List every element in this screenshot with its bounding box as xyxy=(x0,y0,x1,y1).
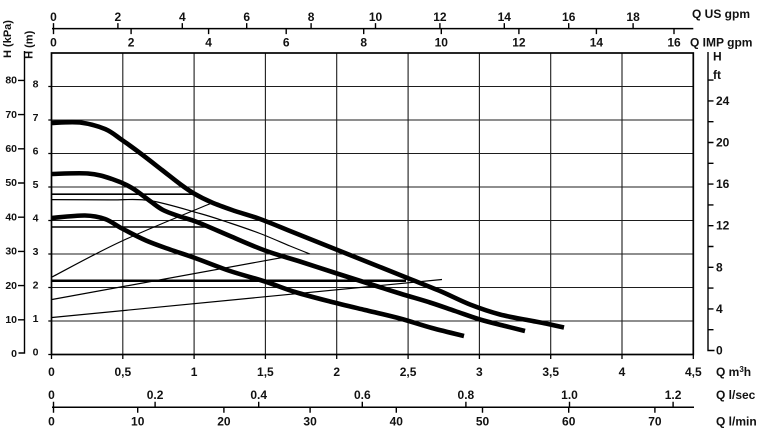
svg-text:4: 4 xyxy=(33,213,39,225)
svg-text:10: 10 xyxy=(369,10,383,24)
svg-text:12: 12 xyxy=(512,36,526,50)
svg-text:Q l/min: Q l/min xyxy=(716,414,757,428)
svg-text:30: 30 xyxy=(5,246,17,258)
svg-text:40: 40 xyxy=(390,414,404,428)
svg-text:2: 2 xyxy=(333,365,340,379)
svg-text:10: 10 xyxy=(435,36,449,50)
svg-text:1.2: 1.2 xyxy=(665,388,682,402)
svg-text:0: 0 xyxy=(50,10,57,24)
svg-text:1: 1 xyxy=(191,365,198,379)
svg-text:10: 10 xyxy=(5,314,17,326)
svg-text:Q l/sec: Q l/sec xyxy=(716,388,756,402)
svg-text:10: 10 xyxy=(131,414,145,428)
svg-text:16: 16 xyxy=(667,36,681,50)
svg-text:12: 12 xyxy=(433,10,447,24)
svg-text:80: 80 xyxy=(5,75,17,87)
svg-text:4: 4 xyxy=(205,36,212,50)
svg-text:Q IMP gpm: Q IMP gpm xyxy=(690,36,752,50)
svg-text:60: 60 xyxy=(562,414,576,428)
svg-text:2: 2 xyxy=(128,36,135,50)
svg-text:8: 8 xyxy=(360,36,367,50)
svg-text:0: 0 xyxy=(33,347,39,359)
svg-text:1,5: 1,5 xyxy=(257,365,274,379)
svg-text:8: 8 xyxy=(33,79,39,91)
svg-text:Q US gpm: Q US gpm xyxy=(692,7,750,21)
svg-text:2: 2 xyxy=(115,10,122,24)
svg-text:5: 5 xyxy=(33,179,39,191)
svg-text:70: 70 xyxy=(648,414,662,428)
svg-text:H (kPa): H (kPa) xyxy=(2,20,14,58)
svg-text:ft: ft xyxy=(713,68,721,82)
svg-text:2,5: 2,5 xyxy=(400,365,417,379)
svg-text:0: 0 xyxy=(48,365,55,379)
svg-text:20: 20 xyxy=(716,136,730,150)
svg-text:Q m3h: Q m3h xyxy=(716,365,751,379)
svg-text:0.6: 0.6 xyxy=(354,388,371,402)
svg-text:1: 1 xyxy=(33,313,39,325)
svg-text:50: 50 xyxy=(5,177,17,189)
svg-text:0,5: 0,5 xyxy=(114,365,131,379)
svg-text:16: 16 xyxy=(716,177,730,191)
svg-text:1.0: 1.0 xyxy=(561,388,578,402)
svg-text:3,5: 3,5 xyxy=(542,365,559,379)
svg-text:0.2: 0.2 xyxy=(147,388,164,402)
svg-text:0: 0 xyxy=(48,388,55,402)
svg-text:14: 14 xyxy=(498,10,512,24)
svg-text:3: 3 xyxy=(33,246,39,258)
svg-text:0.8: 0.8 xyxy=(458,388,475,402)
svg-text:18: 18 xyxy=(626,10,640,24)
svg-text:0: 0 xyxy=(716,344,723,358)
svg-text:4,5: 4,5 xyxy=(685,365,702,379)
svg-text:40: 40 xyxy=(5,211,17,223)
svg-text:7: 7 xyxy=(33,112,39,124)
svg-text:0: 0 xyxy=(11,348,17,360)
svg-text:8: 8 xyxy=(308,10,315,24)
svg-text:8: 8 xyxy=(716,260,723,274)
svg-text:0: 0 xyxy=(50,36,57,50)
svg-text:20: 20 xyxy=(5,280,17,292)
svg-text:6: 6 xyxy=(283,36,290,50)
svg-text:H (m): H (m) xyxy=(24,30,36,58)
svg-text:24: 24 xyxy=(716,94,730,108)
svg-text:H: H xyxy=(713,50,722,64)
svg-text:30: 30 xyxy=(303,414,317,428)
svg-text:16: 16 xyxy=(562,10,576,24)
svg-text:3: 3 xyxy=(476,365,483,379)
svg-text:4: 4 xyxy=(179,10,186,24)
svg-text:4: 4 xyxy=(716,302,723,316)
svg-text:4: 4 xyxy=(619,365,626,379)
svg-text:14: 14 xyxy=(590,36,604,50)
svg-text:0.4: 0.4 xyxy=(250,388,267,402)
svg-text:6: 6 xyxy=(243,10,250,24)
svg-text:70: 70 xyxy=(5,109,17,121)
svg-text:20: 20 xyxy=(217,414,231,428)
svg-text:50: 50 xyxy=(476,414,490,428)
svg-text:12: 12 xyxy=(716,219,730,233)
svg-text:0: 0 xyxy=(48,414,55,428)
svg-text:6: 6 xyxy=(33,146,39,158)
svg-text:60: 60 xyxy=(5,143,17,155)
svg-text:2: 2 xyxy=(33,280,39,292)
